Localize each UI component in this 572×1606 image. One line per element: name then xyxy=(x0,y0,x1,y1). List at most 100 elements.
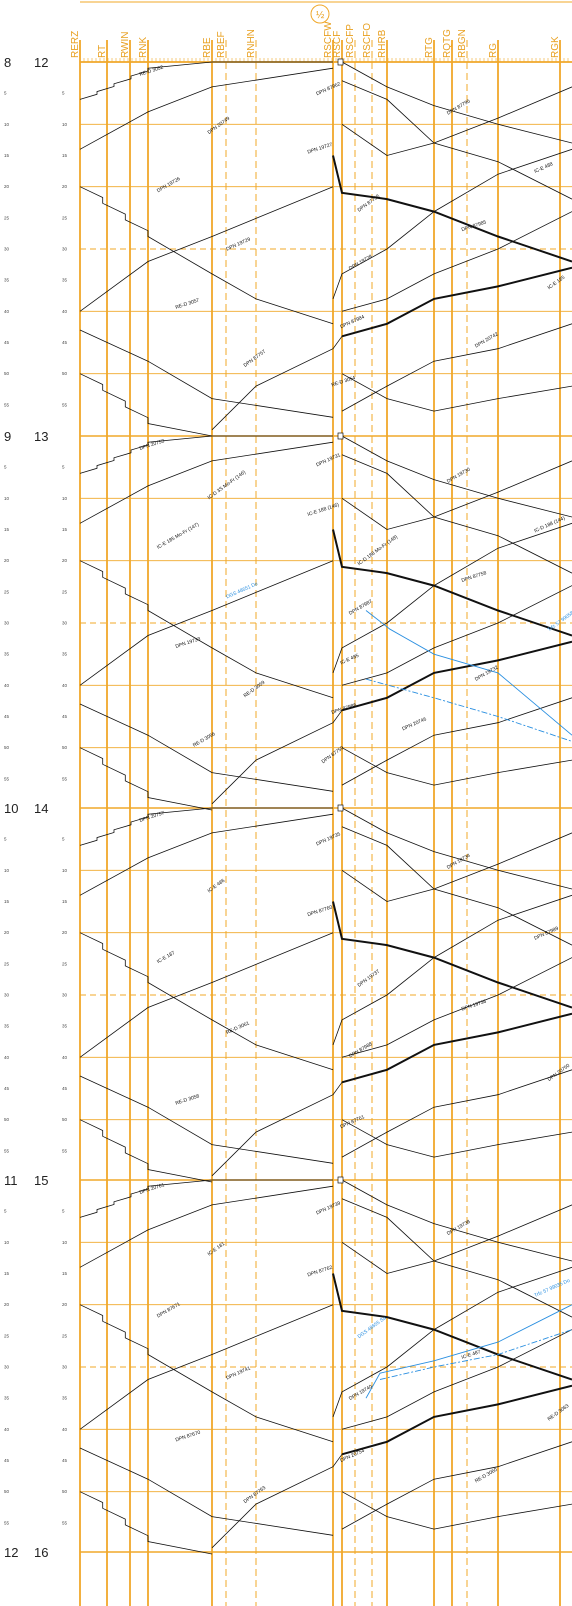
minute-label: 45 xyxy=(4,714,10,719)
regional-train xyxy=(79,932,334,1071)
hour-label-left: 8 xyxy=(4,55,11,70)
minute-label: 50 xyxy=(62,1117,68,1122)
minute-label: 55 xyxy=(62,1148,68,1153)
train-label: DPN 19735 xyxy=(315,831,341,847)
minute-label: 50 xyxy=(4,745,10,750)
minute-label: 15 xyxy=(4,153,10,158)
minute-label: 55 xyxy=(4,402,10,407)
intercity-train xyxy=(332,529,572,637)
train-label: RE-D 3054 xyxy=(331,375,357,388)
freight-train xyxy=(211,1082,343,1177)
train-label: DPN 87761 xyxy=(339,1114,365,1130)
minute-label: 20 xyxy=(4,184,10,189)
minute-label: 35 xyxy=(62,1024,68,1029)
train-label: RE-D 3058 xyxy=(175,1093,201,1106)
freight-train xyxy=(211,710,343,805)
train-label: DPN 87795 xyxy=(446,98,472,116)
minute-label: 5 xyxy=(62,1209,65,1214)
regional-train xyxy=(79,747,213,811)
freight-train xyxy=(332,894,572,1046)
hour-label-right: 16 xyxy=(34,1545,48,1560)
minute-label: 35 xyxy=(62,652,68,657)
regional-train xyxy=(79,560,334,699)
minute-label: 10 xyxy=(4,122,10,127)
train-label: RE-D 3059 xyxy=(243,680,267,700)
minute-label: 30 xyxy=(62,993,68,998)
minute-label: 30 xyxy=(4,993,10,998)
freight-train xyxy=(79,932,334,1058)
train-label: IC-E 487 xyxy=(461,1349,482,1361)
minute-label: 10 xyxy=(4,868,10,873)
freight-train xyxy=(341,1441,572,1530)
regional-train xyxy=(79,807,333,846)
station-label: RQTG xyxy=(442,29,453,58)
intercity-train xyxy=(341,640,572,712)
freight-train xyxy=(211,1454,343,1549)
minute-label: 5 xyxy=(62,91,65,96)
minute-label: 10 xyxy=(4,1240,10,1245)
minute-label: 25 xyxy=(4,1333,10,1338)
freight-train xyxy=(211,336,343,431)
train-label: DPN 19730 xyxy=(446,467,472,485)
minute-label: 5 xyxy=(4,465,7,470)
regional-train xyxy=(79,1447,334,1536)
station-label: RSCFW xyxy=(323,21,334,58)
minute-label: 10 xyxy=(62,122,68,127)
regional-train xyxy=(79,1491,213,1555)
train-label: RE-D 3063 xyxy=(547,1403,571,1423)
minute-label: 25 xyxy=(4,961,10,966)
train-label: DPN 19739 xyxy=(315,1200,341,1216)
freight-train xyxy=(341,1119,572,1158)
intercity-train xyxy=(341,266,572,338)
freight-train xyxy=(341,747,572,786)
train-label: IC-D 188 Mo-Fr (148) xyxy=(357,534,399,567)
minute-label: 30 xyxy=(4,247,10,252)
minute-label: 25 xyxy=(62,215,68,220)
regional-train xyxy=(341,1329,572,1430)
minute-label: 45 xyxy=(4,1458,10,1463)
station-label: RBGN xyxy=(457,29,468,58)
minute-label: 30 xyxy=(4,621,10,626)
train-label: DPN 20757 xyxy=(139,810,166,824)
minute-label: 25 xyxy=(62,1333,68,1338)
regional-train xyxy=(341,1204,572,1274)
train-label: IC-E 488 xyxy=(533,161,554,175)
minute-label: 30 xyxy=(4,1365,10,1370)
minute-label: 30 xyxy=(62,1365,68,1370)
train-label: DPN 87670 xyxy=(175,1430,202,1444)
minute-label: 30 xyxy=(62,621,68,626)
special-train xyxy=(365,678,572,742)
minute-label: 25 xyxy=(62,961,68,966)
train-label: DGS 48651 Do xyxy=(225,581,259,600)
minute-label: 55 xyxy=(4,1148,10,1153)
train-label: DPN 87760 xyxy=(307,904,334,918)
station-marker xyxy=(337,432,344,440)
minute-label: 50 xyxy=(62,1489,68,1494)
freight-train xyxy=(79,67,334,150)
regional-train xyxy=(79,61,333,100)
train-label: DPN 20761 xyxy=(139,1182,166,1196)
minute-label: 20 xyxy=(62,930,68,935)
minute-label: 15 xyxy=(4,527,10,532)
regional-train xyxy=(79,1304,334,1443)
intercity-train xyxy=(332,901,572,1009)
minute-label: 20 xyxy=(62,558,68,563)
station-label: RSCF xyxy=(332,31,343,58)
minute-label: 15 xyxy=(62,527,68,532)
train-label: DPN 87962 xyxy=(315,81,341,97)
minute-label: 35 xyxy=(4,652,10,657)
minute-label: 25 xyxy=(4,215,10,220)
regional-train xyxy=(79,1119,213,1183)
hour-label-right: 15 xyxy=(34,1173,48,1188)
station-label: RGK xyxy=(550,36,561,58)
freight-train xyxy=(341,697,572,786)
minute-label: 55 xyxy=(62,776,68,781)
train-label: DPN 87763 xyxy=(243,1485,268,1505)
train-label: IC-E 185 xyxy=(547,275,567,292)
freight-train xyxy=(79,813,334,896)
minute-label: 40 xyxy=(62,683,68,688)
circled-marker-label: ½ xyxy=(316,10,325,21)
minute-label: 40 xyxy=(62,1427,68,1432)
station-label: RERZ xyxy=(70,31,81,58)
